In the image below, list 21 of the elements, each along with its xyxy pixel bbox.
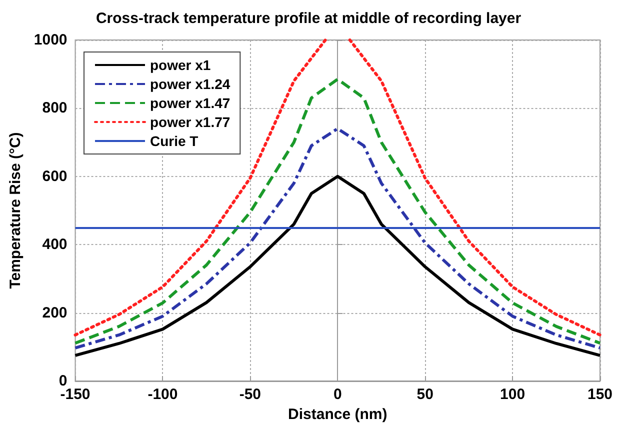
- legend-label: power x1: [150, 57, 211, 73]
- chart-title: Cross-track temperature profile at middle of recording layer: [96, 10, 522, 27]
- y-axis-title: Temperature Rise (°C): [7, 132, 24, 289]
- legend-label: power x1.77: [150, 114, 230, 130]
- y-tick-label: 400: [42, 236, 68, 254]
- y-tick-label: 1000: [34, 32, 68, 48]
- x-axis-title: Distance (nm): [288, 406, 388, 423]
- x-tick-label: 100: [500, 386, 526, 403]
- legend-label: Curie T: [150, 133, 199, 149]
- line-series: [74, 78, 602, 345]
- x-tick-label: 50: [416, 386, 434, 403]
- x-tick-label: 0: [333, 386, 342, 403]
- legend-label: power x1.24: [150, 76, 230, 92]
- line-series: [74, 174, 602, 357]
- y-tick-label: 200: [42, 304, 68, 322]
- y-tick-label: 800: [42, 100, 68, 117]
- legend-label: power x1.47: [150, 95, 230, 111]
- x-tick-label: -100: [148, 386, 178, 403]
- x-tick-label: 150: [587, 386, 613, 403]
- y-tick-label: 600: [42, 168, 68, 185]
- x-tick-label: -50: [239, 386, 262, 403]
